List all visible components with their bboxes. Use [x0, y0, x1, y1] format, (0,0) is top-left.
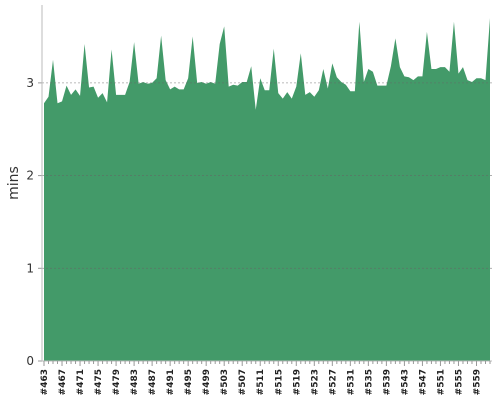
x-tick-label: #463 — [40, 369, 50, 395]
x-tick-label: #479 — [112, 369, 122, 395]
y-tick-label: 1 — [26, 261, 34, 275]
x-tick-label: #511 — [256, 369, 266, 395]
x-tick-label: #535 — [364, 369, 374, 395]
y-tick-label: 3 — [26, 76, 34, 90]
x-tick-label: #475 — [94, 369, 104, 395]
x-tick-label: #555 — [454, 369, 464, 395]
x-tick-label: #487 — [148, 369, 158, 395]
x-tick-label: #531 — [346, 369, 356, 395]
x-tick-label: #539 — [382, 369, 392, 395]
x-tick-label: #515 — [274, 369, 284, 395]
x-tick-label: #523 — [310, 369, 320, 395]
x-tick-label: #483 — [130, 369, 140, 395]
x-tick-label: #499 — [202, 369, 212, 395]
y-tick-label: 2 — [26, 169, 34, 183]
x-tick-label: #495 — [184, 369, 194, 395]
x-tick-label: #543 — [400, 369, 410, 395]
y-tick-label: 0 — [26, 354, 34, 368]
x-tick-label: #507 — [238, 369, 248, 395]
x-tick-label: #503 — [220, 369, 230, 395]
x-tick-label: #467 — [58, 369, 68, 395]
y-axis-label: mins — [6, 166, 22, 200]
x-tick-label: #527 — [328, 369, 338, 395]
x-tick-label: #547 — [418, 369, 428, 395]
x-tick-label: #471 — [76, 369, 86, 395]
x-tick-label: #491 — [166, 369, 176, 395]
area — [44, 17, 490, 361]
x-tick-label: #519 — [292, 369, 302, 395]
x-tick-label: #551 — [436, 369, 446, 395]
x-tick-label: #559 — [472, 369, 482, 395]
